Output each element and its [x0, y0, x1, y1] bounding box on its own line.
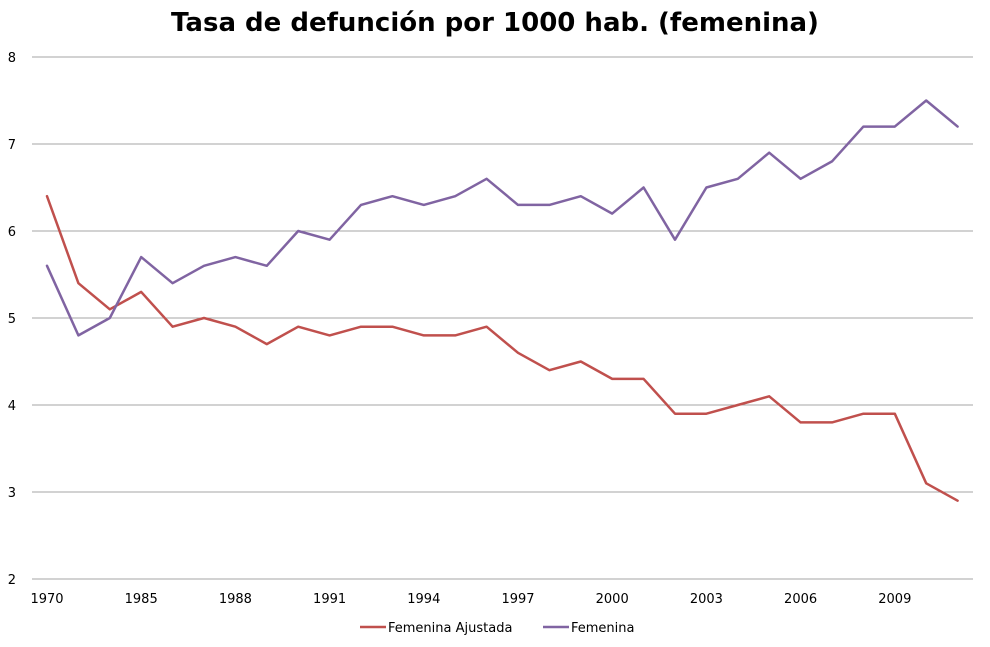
x-tick-label: 2000 [596, 592, 629, 607]
legend-label: Femenina [571, 621, 634, 636]
x-tick-label: 1991 [313, 592, 346, 607]
y-tick-label: 6 [8, 225, 16, 240]
grid-lines [32, 56, 973, 493]
series-line [45, 99, 959, 337]
x-tick-label: 2003 [690, 592, 723, 607]
y-tick-label: 4 [8, 399, 16, 414]
x-tick-label: 1970 [30, 592, 63, 607]
y-axis-tick-labels: 2 3 4 5 6 7 8 [8, 51, 16, 588]
x-tick-label: 1997 [501, 592, 534, 607]
x-tick-label: 1985 [125, 592, 158, 607]
x-tick-label: 2006 [784, 592, 817, 607]
legend: Femenina Ajustada Femenina [360, 621, 634, 636]
x-tick-label: 2009 [878, 592, 911, 607]
chart-title: Tasa de defunción por 1000 hab. (femenin… [171, 8, 819, 38]
y-tick-label: 3 [8, 486, 16, 501]
y-tick-label: 5 [8, 312, 16, 327]
x-axis-tick-labels: 1970 1985 1988 1991 1994 1997 2000 2003 2006 2009 [30, 592, 911, 607]
legend-label: Femenina Ajustada [388, 621, 512, 636]
series-lines [45, 99, 959, 502]
series-line [45, 194, 959, 502]
x-tick-label: 1994 [407, 592, 440, 607]
x-tick-label: 1988 [219, 592, 252, 607]
y-tick-label: 2 [8, 573, 16, 588]
y-tick-label: 7 [8, 138, 16, 153]
y-tick-label: 8 [8, 51, 16, 66]
